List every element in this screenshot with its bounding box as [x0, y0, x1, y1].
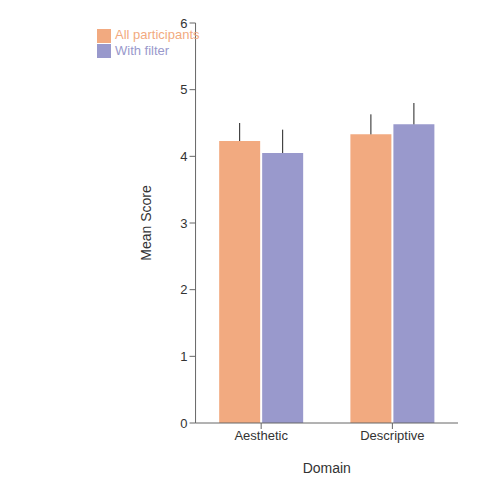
html-text:All participants: All participants [115, 27, 200, 42]
svg-text:4: 4 [180, 149, 187, 164]
svg-text:Descriptive: Descriptive [360, 428, 424, 443]
svg-text:1: 1 [180, 349, 187, 364]
svg-text:6: 6 [180, 16, 187, 31]
svg-text:Domain: Domain [303, 460, 351, 476]
svg-text:0: 0 [180, 416, 187, 431]
html-text:With filter: With filter [115, 42, 170, 58]
svg-text:Mean Score: Mean Score [138, 185, 154, 261]
svg-text:Aesthetic: Aesthetic [234, 428, 288, 443]
svg-text:2: 2 [180, 282, 187, 297]
svg-text:3: 3 [180, 216, 187, 231]
svg-text:5: 5 [180, 82, 187, 97]
